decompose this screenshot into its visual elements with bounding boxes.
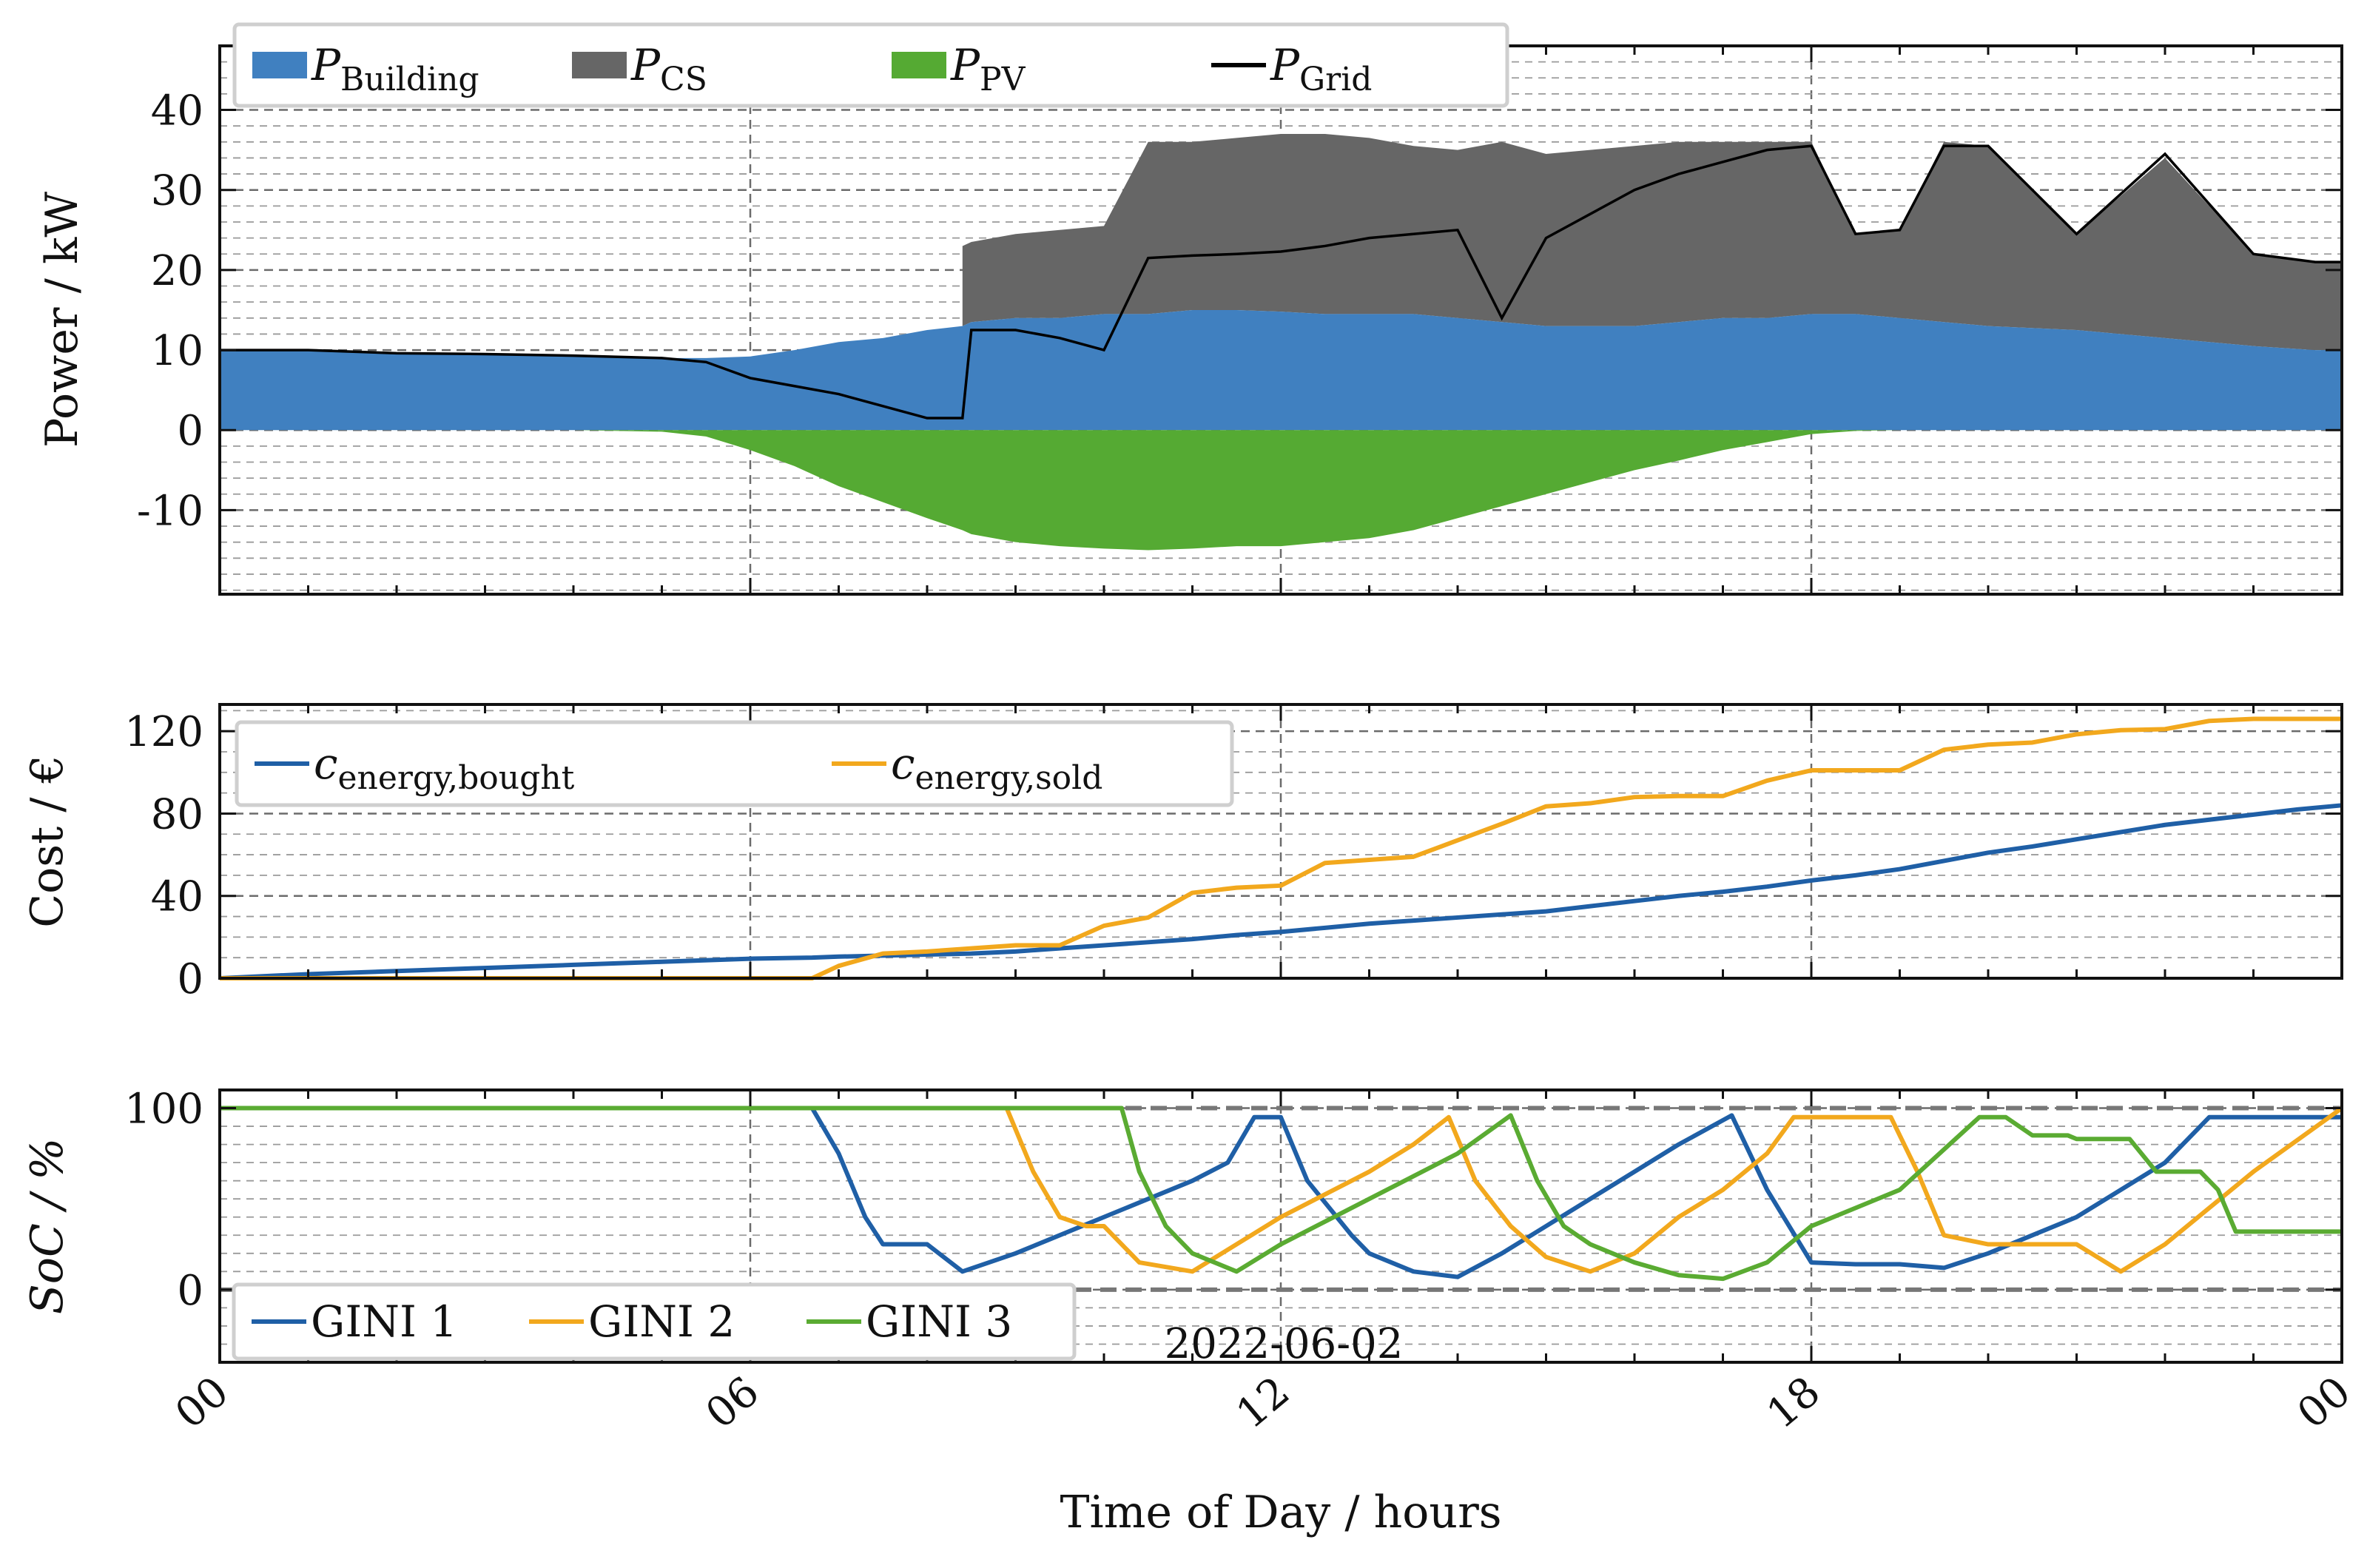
soc-legend: GINI 1 GINI 2 GINI 3	[232, 1282, 1077, 1361]
soc-series-line	[220, 1106, 2342, 1279]
y-tick-label: 40	[151, 873, 203, 921]
y-tick-label: 20	[151, 247, 203, 295]
power-grid-line	[220, 144, 2342, 420]
y-tick-label: 40	[151, 87, 203, 135]
cost-y-tick-labels: 0 40 80 120	[124, 708, 203, 1003]
soc-series-line	[220, 1106, 2342, 1282]
legend-box	[232, 1282, 1077, 1361]
legend-label: GINI 2	[588, 1296, 735, 1347]
y-tick-label: 0	[177, 1267, 203, 1315]
legend-swatch	[892, 52, 946, 78]
date-label: 2022-06-02	[1165, 1320, 1404, 1368]
y-tick-label: 100	[124, 1086, 203, 1134]
x-axis-label: Time of Day / hours	[1060, 1487, 1501, 1538]
legend-label: GINI 3	[866, 1296, 1012, 1347]
grid-power-line	[220, 144, 2342, 420]
power-legend: PBuilding PCS PPV PGrid	[232, 22, 1509, 108]
legend-label: cenergy,sold	[891, 738, 1102, 797]
legend-label: GINI 1	[311, 1296, 457, 1347]
cs-power-area	[962, 133, 2342, 351]
building-power-area	[220, 309, 2342, 431]
y-tick-label: 0	[177, 407, 203, 455]
power-y-axis-label: Power / kW	[36, 192, 88, 448]
cost-series-line	[219, 803, 2343, 980]
soc-y-axis-label: SoC / %	[21, 1138, 73, 1315]
legend-label: PCS	[630, 40, 707, 98]
legend-label: PBuilding	[311, 40, 479, 98]
legend-label: PPV	[950, 40, 1026, 98]
y-tick-label: 30	[151, 167, 203, 215]
cost-legend: cenergy,bought cenergy,sold	[235, 720, 1234, 807]
y-tick-label: 120	[124, 708, 203, 756]
y-tick-label: 0	[177, 955, 203, 1003]
cost-y-axis-label: Cost / €	[21, 755, 73, 927]
soc-panel: 0 100 SoC / % GINI 1 GINI 2 GINI 3 2022-06-…	[21, 1086, 2343, 1368]
legend-label: PGrid	[1270, 40, 1372, 98]
legend-swatch	[572, 52, 627, 78]
y-tick-label: 80	[151, 790, 203, 838]
legend-label: cenergy,bought	[314, 738, 575, 797]
y-tick-label: 10	[151, 327, 203, 375]
pv-power-area	[220, 430, 2342, 551]
soc-y-tick-labels: 0 100	[124, 1086, 203, 1315]
legend-swatch	[252, 52, 307, 78]
power-y-tick-labels: -10 0 10 20 30 40	[137, 87, 203, 536]
cost-tick-marks	[218, 704, 2343, 980]
legend-box	[235, 720, 1234, 807]
soc-series-line	[220, 1106, 2343, 1274]
power-areas	[220, 133, 2342, 551]
legend-box	[232, 22, 1509, 108]
y-tick-label: -10	[137, 487, 203, 535]
